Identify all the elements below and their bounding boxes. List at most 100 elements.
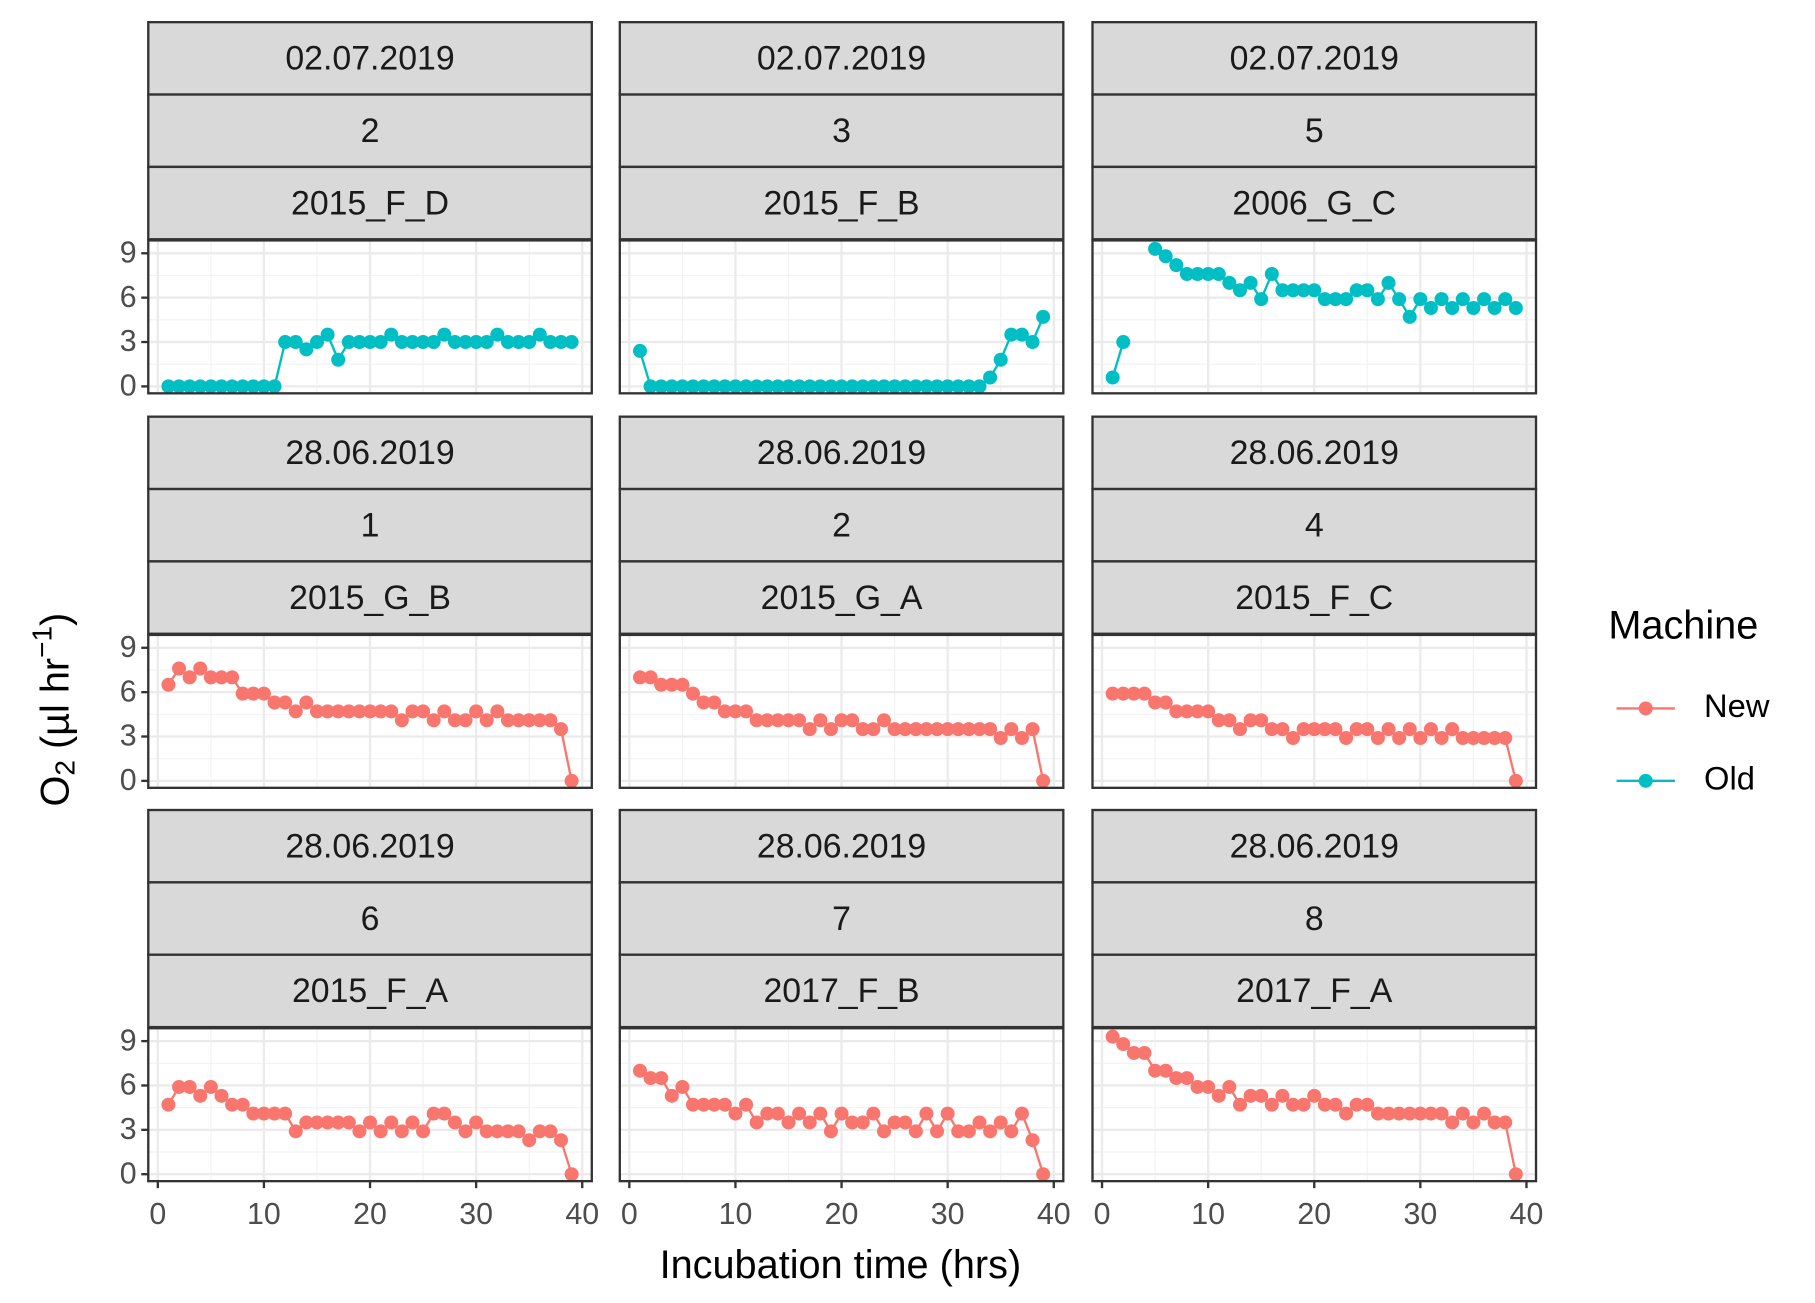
data-point (511, 713, 526, 728)
data-point (919, 722, 934, 737)
data-point (543, 713, 558, 728)
data-point (1148, 695, 1163, 710)
data-point (686, 1097, 701, 1112)
data-point (331, 704, 346, 719)
data-point (225, 670, 240, 685)
data-point (331, 352, 346, 367)
data-point (1158, 1063, 1173, 1078)
data-point (490, 327, 505, 342)
data-point (951, 379, 966, 394)
data-point (416, 335, 431, 350)
data-point (384, 1115, 399, 1130)
x-tick-label: 40 (1037, 1198, 1071, 1231)
strip-label: 2006_G_C (1232, 184, 1396, 222)
legend-marker (1638, 773, 1653, 788)
data-point (707, 695, 722, 710)
data-point (876, 379, 892, 394)
data-point (823, 722, 838, 737)
data-point (760, 713, 775, 728)
data-point (1423, 1106, 1438, 1121)
y-title-sup: −1 (27, 626, 58, 658)
x-tick-label: 30 (1403, 1198, 1437, 1231)
data-point (479, 713, 494, 728)
strip-label: 2015_F_A (292, 972, 449, 1010)
data-point (961, 1124, 976, 1139)
panel: 02.07.2019 5 2006_G_C (1091, 21, 1538, 395)
y-tick-label: 0 (120, 370, 137, 403)
data-point (1254, 713, 1269, 728)
data-point (182, 1079, 197, 1094)
data-point (1211, 266, 1226, 282)
data-point (331, 1115, 346, 1130)
data-point (543, 335, 558, 350)
data-point (320, 1115, 335, 1130)
data-point (1445, 1115, 1460, 1130)
x-tick-label: 40 (565, 1198, 599, 1231)
data-point (866, 1106, 881, 1121)
data-point (792, 379, 807, 394)
data-point (908, 722, 923, 737)
data-point (802, 722, 817, 737)
data-point (1036, 309, 1051, 324)
data-point (447, 335, 462, 350)
data-point (214, 1088, 229, 1103)
strip (618, 21, 1065, 96)
data-point (1169, 258, 1184, 273)
panel-border (1091, 239, 1538, 395)
data-point (1148, 241, 1163, 256)
data-point (1349, 1097, 1364, 1112)
panel: 28.06.2019 1 2015_G_B 0 3 6 9 (120, 415, 593, 797)
data-point (161, 1097, 176, 1112)
data-point (813, 713, 828, 728)
data-point (1025, 722, 1040, 737)
data-point (394, 1124, 409, 1139)
data-point (246, 686, 261, 701)
data-point (972, 722, 987, 737)
data-point (1413, 730, 1428, 745)
data-point (749, 379, 764, 394)
data-point (643, 1071, 658, 1086)
data-point (416, 704, 431, 719)
x-tick-label: 0 (621, 1198, 638, 1231)
data-point (469, 704, 484, 719)
data-point (405, 1115, 420, 1130)
data-point (193, 1088, 208, 1103)
x-tick-label: 10 (1191, 1198, 1225, 1231)
data-point (352, 335, 367, 350)
data-point (1275, 283, 1290, 298)
data-point (1190, 1079, 1205, 1094)
data-point (1105, 1029, 1120, 1044)
data-point (373, 704, 388, 719)
strip-label: 28.06.2019 (757, 434, 926, 472)
data-point (1370, 292, 1385, 307)
data-point (930, 722, 945, 737)
strip (1091, 881, 1538, 956)
strip-label: 28.06.2019 (1230, 434, 1399, 472)
data-point (511, 1124, 526, 1139)
data-point (1264, 1097, 1279, 1112)
data-point (749, 713, 764, 728)
y-tick-label: 9 (120, 236, 137, 269)
data-point (394, 713, 409, 728)
data-point (1211, 1088, 1226, 1103)
data-point (739, 704, 754, 719)
data-point (1179, 704, 1194, 719)
data-point (1169, 704, 1184, 719)
y-title-sub: 2 (50, 760, 81, 776)
data-point (1126, 1045, 1141, 1060)
data-point (834, 1106, 849, 1121)
panel-border (1091, 633, 1538, 789)
data-point (267, 695, 282, 710)
data-point (1243, 1088, 1258, 1103)
strip-label: 7 (832, 900, 851, 938)
data-point (1286, 283, 1301, 298)
data-point (983, 370, 998, 385)
data-point (1317, 292, 1332, 307)
data-point (437, 1106, 452, 1121)
data-point (1036, 773, 1051, 788)
y-tick-label: 6 (120, 281, 137, 314)
strip-label: 02.07.2019 (285, 40, 454, 78)
data-point (426, 1106, 441, 1121)
data-point (1455, 292, 1470, 307)
strip-label: 3 (832, 112, 851, 150)
